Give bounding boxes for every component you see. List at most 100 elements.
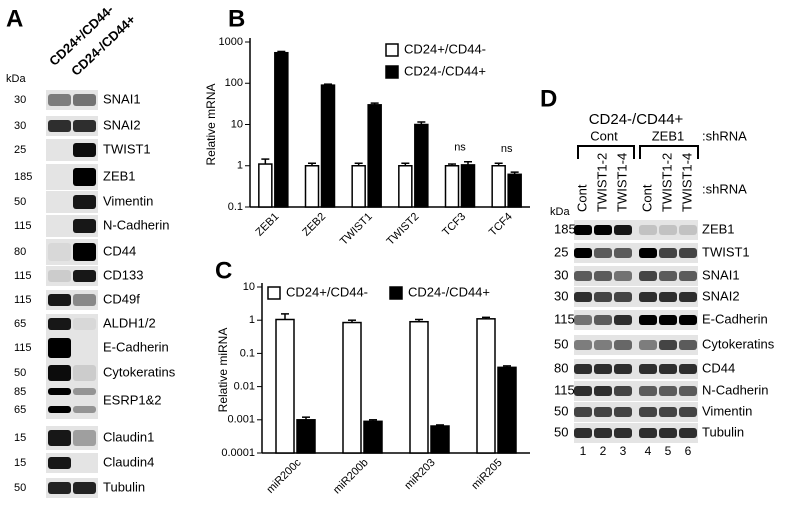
panel-label: B — [228, 5, 245, 32]
band — [679, 364, 697, 374]
bracket — [577, 145, 635, 159]
y-axis-label: Relative mRNA — [204, 83, 218, 165]
protein-label: Cytokeratins — [702, 336, 775, 351]
band — [574, 364, 592, 374]
band — [48, 406, 71, 413]
kda-label: 115 — [14, 294, 32, 306]
shrna-label: :shRNA — [702, 128, 747, 143]
band — [659, 340, 677, 350]
band — [614, 364, 632, 374]
y-tick-label: 1 — [249, 314, 255, 326]
y-tick-label: 0.1 — [228, 201, 243, 213]
band — [48, 482, 71, 494]
kda-label: 115 — [14, 342, 32, 354]
band — [574, 315, 592, 325]
band — [73, 120, 96, 132]
lane-label: Cont — [574, 184, 589, 212]
bar — [274, 51, 289, 208]
bar — [351, 165, 366, 208]
band — [614, 428, 632, 438]
kda-label: 50 — [554, 424, 568, 439]
legend-label: CD24+/CD44- — [286, 284, 368, 299]
band — [574, 428, 592, 438]
band — [73, 318, 96, 330]
kda-label: 65 — [14, 404, 26, 416]
protein-label: ALDH1/2 — [103, 315, 156, 330]
band — [73, 430, 96, 446]
band — [639, 340, 657, 350]
protein-label: TWIST1 — [103, 141, 151, 156]
protein-label: SNAI2 — [702, 288, 740, 303]
bar — [497, 366, 517, 454]
band — [639, 271, 657, 281]
band — [73, 94, 96, 106]
bar — [430, 425, 450, 454]
protein-label: Vimentin — [702, 403, 752, 418]
band — [679, 386, 697, 396]
y-tick-label: 1 — [237, 160, 243, 172]
band — [614, 407, 632, 417]
band — [48, 430, 71, 446]
lane-number: 2 — [600, 444, 607, 458]
kda-header: kDa — [6, 73, 26, 85]
band — [574, 340, 592, 350]
band — [594, 386, 612, 396]
x-tick-label: ZEB2 — [300, 211, 328, 239]
band — [594, 271, 612, 281]
protein-label: Vimentin — [103, 193, 153, 208]
band — [73, 482, 96, 494]
band — [614, 340, 632, 350]
lane-label: TWIST1-2 — [659, 153, 674, 212]
kda-label: 30 — [554, 288, 568, 303]
band — [659, 271, 677, 281]
band — [679, 225, 697, 235]
band — [594, 428, 612, 438]
band — [73, 365, 96, 381]
band — [574, 271, 592, 281]
bar — [507, 173, 522, 208]
band — [679, 340, 697, 350]
kda-label: 115 — [554, 382, 575, 397]
lane-number: 5 — [665, 444, 672, 458]
band — [639, 248, 657, 258]
kda-label: 25 — [14, 144, 26, 156]
band — [73, 219, 96, 233]
band — [73, 168, 96, 186]
lane-label: TWIST1-4 — [679, 153, 694, 212]
y-tick-label: 0.1 — [240, 347, 255, 359]
lane-number: 1 — [580, 444, 587, 458]
band — [679, 407, 697, 417]
legend-label: CD24-/CD44+ — [408, 284, 490, 299]
band — [48, 243, 71, 261]
bar — [414, 123, 429, 208]
lane-number: 6 — [685, 444, 692, 458]
bar — [304, 165, 320, 208]
band — [659, 364, 677, 374]
band — [48, 388, 71, 395]
protein-label: Tubulin — [702, 424, 744, 439]
legend-swatch — [267, 286, 281, 300]
bar — [367, 104, 382, 208]
bar — [398, 165, 413, 208]
legend-label: CD24+/CD44- — [404, 41, 486, 56]
protein-label: Claudin1 — [103, 429, 154, 444]
kda-label: 50 — [14, 482, 26, 494]
bar — [320, 84, 336, 208]
band — [73, 388, 96, 395]
kda-header: kDa — [550, 206, 570, 218]
lane-number: 3 — [620, 444, 627, 458]
y-tick-label: 0.0001 — [221, 447, 255, 459]
legend-swatch — [385, 65, 399, 79]
kda-label: 115 — [14, 220, 32, 232]
x-tick-label: ZEB1 — [254, 211, 282, 239]
panel-label: C — [215, 257, 232, 284]
band — [639, 315, 657, 325]
protein-label: SNAI1 — [702, 267, 740, 282]
band — [659, 225, 677, 235]
band — [614, 225, 632, 235]
lane-label: TWIST1-2 — [594, 153, 609, 212]
protein-label: CD49f — [103, 291, 140, 306]
band — [614, 386, 632, 396]
bar — [342, 321, 362, 454]
protein-label: CD44 — [702, 360, 735, 375]
